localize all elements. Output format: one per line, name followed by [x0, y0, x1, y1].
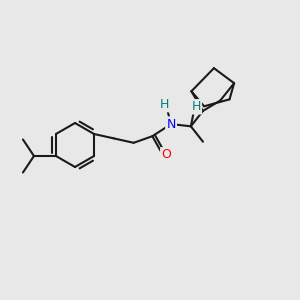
Text: H: H [191, 100, 201, 113]
Text: O: O [161, 148, 171, 161]
Text: N: N [167, 118, 176, 130]
Text: H: H [160, 98, 169, 111]
